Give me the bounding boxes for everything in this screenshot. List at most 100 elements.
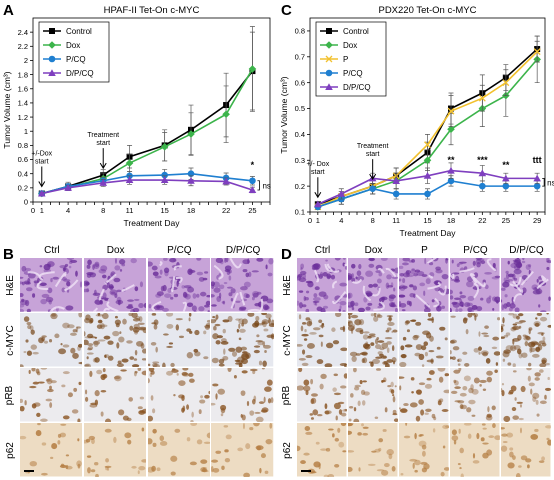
chart-c-data-point (447, 125, 455, 134)
chart-c-y-tick-label: 0.6 (295, 78, 305, 87)
chart-a-legend-marker (48, 55, 56, 63)
chart-a-data-point (222, 110, 230, 119)
chart-c-y-axis-label: Tumor Volume (cm³) (279, 76, 289, 153)
b-histology-tile (147, 368, 210, 422)
d-histology-tile (399, 258, 449, 312)
chart-a-x-tick-label: 25 (248, 206, 256, 215)
b-column-label: Ctrl (44, 245, 60, 256)
chart-c-legend-label: P (343, 55, 348, 64)
chart-a-annotation-label: start (96, 140, 110, 147)
d-column-label: D/P/CQ (509, 245, 544, 256)
chart-c-x-tick-label: 4 (339, 216, 343, 225)
d-histology-tile (450, 423, 500, 477)
chart-a-x-tick-label: 8 (101, 206, 105, 215)
d-histology-tile (297, 258, 347, 312)
chart-a-y-tick-label: 1.6 (18, 84, 28, 93)
chart-c-x-tick-label: 25 (502, 216, 510, 225)
chart-c-y-tick-label: 0.1 (295, 208, 305, 217)
b-histology-tile (147, 313, 210, 367)
d-row-label: p62 (281, 442, 293, 459)
chart-c-data-point (502, 182, 510, 190)
chart-c-data-point (424, 141, 431, 149)
b-histology-tile (211, 423, 274, 477)
chart-c-y-tick-label: 0.3 (295, 156, 305, 165)
chart-a-y-tick-label: 1.2 (18, 113, 28, 122)
panel-b-letter: B (3, 246, 14, 263)
chart-a-title: HPAF-II Tet-On c-MYC (104, 5, 200, 16)
chart-a-legend-marker (48, 69, 56, 76)
chart-c-legend-marker (326, 28, 332, 34)
b-histology-tile (20, 368, 83, 422)
chart-a-x-axis-label: Treatment Day (124, 218, 181, 228)
chart-a-y-tick-label: 0.4 (18, 169, 28, 178)
b-histology-tile (147, 423, 210, 477)
chart-c-annotation-label: start (366, 151, 380, 158)
chart-c-data-point (478, 94, 486, 102)
chart-a-series-pcq (38, 167, 256, 197)
chart-a-data-point (160, 143, 169, 151)
chart-a-series-dpcq (37, 175, 257, 197)
d-column-label: P (421, 245, 428, 256)
b-histology-tile (83, 368, 146, 422)
chart-c-legend-label: D/P/CQ (343, 83, 371, 92)
chart-a-legend-label: Dox (66, 41, 80, 50)
chart-c-data-point (478, 169, 487, 177)
d-row-label: c-MYC (281, 325, 293, 356)
d-histology-tile (297, 313, 347, 367)
d-column-label: Ctrl (314, 245, 331, 256)
chart-c-legend-label: Control (343, 27, 369, 36)
chart-a-data-point (64, 184, 72, 191)
chart-a-y-tick-label: 0 (24, 198, 28, 207)
chart-c-annotation-label: +/- Dox (306, 161, 329, 168)
chart-c-significance-label: ttt (533, 155, 542, 165)
chart-a-ns-label: ns (262, 181, 270, 190)
chart-c-data-point (533, 174, 541, 182)
chart-c-y-tick-label: 0.7 (295, 53, 305, 62)
histology-panel-d: Ctrl Dox P P/CQ D/P/CQ H&E c-MYC pRB p62 (277, 244, 554, 480)
chart-c-data-point (479, 182, 486, 190)
chart-c-y-tick-label: 0.8 (295, 27, 305, 36)
b-row-label: p62 (4, 442, 16, 459)
d-histology-tile (399, 368, 449, 422)
chart-a-y-tick-label: 1 (24, 127, 28, 136)
chart-a-annotation-label: +/-Dox (31, 151, 52, 158)
chart-c-ns-bracket (542, 177, 545, 187)
chart-a-data-point (222, 177, 230, 185)
chart-c-pdx220: PDX220 Tet-On c-MYC 0.1 0.2 0.3 0.4 0.5 0.6 0.7… (279, 5, 554, 238)
chart-c-x-tick-label: 18 (447, 216, 455, 225)
b-histology-tile (83, 423, 146, 477)
chart-a-hpaf: HPAF-II Tet-On c-MYC 0 0.2 0.4 0.6 0.8 1 1.2 1.4… (2, 5, 271, 228)
chart-a-y-tick-label: 1.4 (18, 99, 28, 108)
chart-a-data-point (161, 171, 168, 179)
b-histology-tile (20, 258, 83, 312)
chart-c-annotation-label: start (311, 169, 325, 176)
chart-c-x-tick-label: 22 (478, 216, 486, 225)
chart-c-annotation-label: Treatment (357, 143, 389, 150)
chart-a-annotation-arrow (99, 148, 107, 170)
chart-c-x-tick-label: 0 (308, 216, 312, 225)
chart-c-legend: Control Dox P P/CQ D/P/CQ (315, 21, 387, 97)
b-column-label: P/CQ (167, 245, 192, 256)
d-column-label: Dox (364, 245, 383, 256)
d-histology-tile (450, 368, 500, 422)
panel-d-letter: D (281, 246, 292, 263)
chart-a-significance-label: * (251, 160, 255, 170)
chart-c-data-point (337, 190, 346, 197)
chart-a-series-line (41, 172, 253, 195)
chart-c-y-tick-label: 0.2 (295, 182, 305, 191)
d-histology-tile (501, 423, 551, 477)
chart-a-plot-area (32, 17, 271, 203)
chart-a-data-point (187, 170, 195, 177)
chart-c-legend-marker (325, 55, 333, 63)
panel-c-letter: C (281, 2, 292, 19)
chart-c-x-tick-label: 1 (316, 216, 320, 225)
chart-a-x-tick-label: 22 (222, 206, 230, 215)
panel-a-letter: A (3, 2, 14, 19)
b-histology-tile (20, 423, 83, 477)
chart-c-data-point (502, 174, 510, 182)
b-row-label: H&E (4, 275, 16, 296)
b-column-label: Dox (106, 245, 125, 256)
chart-a-legend-label: Control (66, 27, 92, 36)
chart-a-y-tick-label: 0.2 (18, 184, 28, 193)
chart-a-y-tick-label: 0.8 (18, 141, 28, 150)
